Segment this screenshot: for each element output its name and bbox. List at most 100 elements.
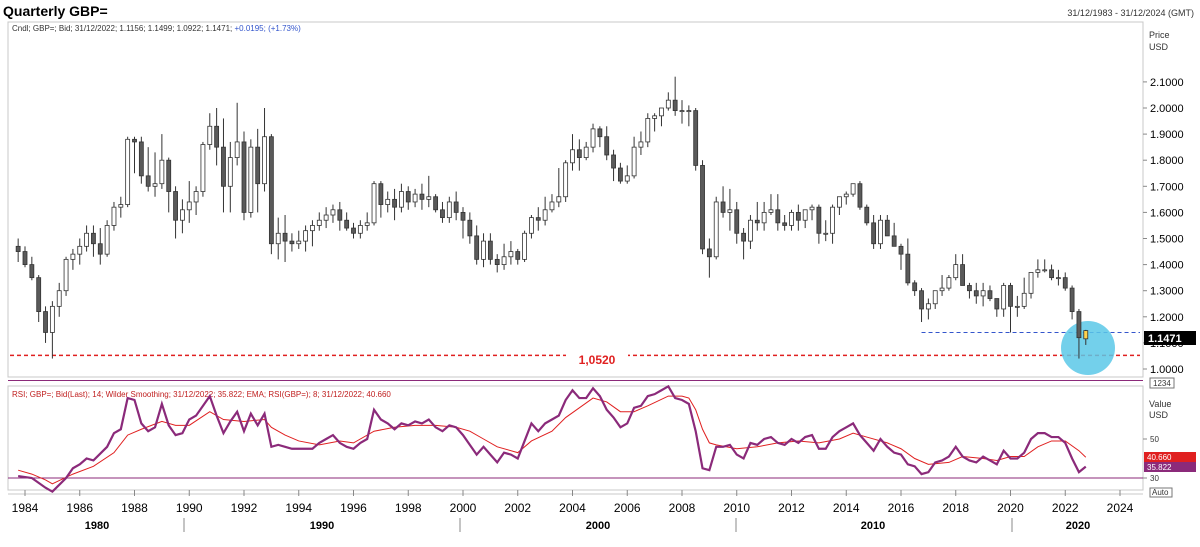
candle-body [679, 110, 685, 113]
candle-body [344, 219, 350, 229]
candle-body [1076, 311, 1082, 339]
candle-body [754, 219, 760, 224]
candle-body [77, 245, 83, 255]
candle-body [138, 141, 144, 177]
candle-body [535, 217, 541, 221]
candle-body [323, 214, 329, 221]
candle-body [248, 146, 254, 213]
price-legend: Cndl; GBP=; Bid; 31/12/2022; 1.1156; 1.1… [12, 24, 301, 33]
candle-body [830, 206, 835, 234]
candle-body [583, 146, 589, 158]
rsi-lines [18, 384, 1087, 494]
ema-line [18, 395, 1087, 485]
x-tick-label: 2000 [450, 501, 477, 515]
candle-body [734, 209, 740, 234]
x-tick-label: 1988 [121, 501, 148, 515]
candle-body [1028, 272, 1034, 294]
candle-body [282, 232, 288, 242]
candle-body [1083, 330, 1089, 340]
price-tick-label: 1.7000 [1150, 181, 1184, 193]
candle-body [1049, 269, 1054, 279]
candle-body [884, 219, 890, 237]
candle-body [953, 264, 959, 279]
candle-body [645, 118, 651, 143]
candle-body [56, 290, 62, 307]
candle-body [816, 206, 822, 234]
candle-body [193, 191, 199, 203]
candle-body [186, 201, 192, 211]
candle-body [453, 201, 459, 213]
candle-body [111, 206, 117, 226]
candle-body [467, 219, 473, 237]
candle-body [549, 201, 555, 211]
candle-body [576, 149, 582, 158]
x-tick-label: 2016 [888, 501, 915, 515]
candle-body [837, 196, 842, 208]
last-price-label: 1.1471 [1148, 333, 1182, 345]
candle-body [843, 193, 849, 198]
candle-body [316, 219, 322, 226]
price-legend-main: Cndl; GBP=; Bid; 31/12/2022; 1.1156; 1.1… [12, 24, 232, 33]
candle-body [337, 209, 343, 221]
candle-body [515, 251, 521, 260]
candle-body [761, 211, 767, 224]
candle-body [741, 232, 746, 242]
candle-body [693, 110, 699, 166]
candle-body [1069, 287, 1075, 312]
candle-body [604, 136, 610, 156]
candle-body [1008, 285, 1013, 307]
candle-body [481, 240, 486, 260]
candle-body [1056, 277, 1061, 280]
candle-body [932, 290, 938, 305]
candle-body [522, 232, 527, 260]
candle-body [433, 196, 439, 211]
candle-body [967, 285, 972, 292]
candle-body [823, 232, 829, 235]
candle-body [809, 206, 815, 211]
candle-body [262, 136, 267, 185]
candle-body [63, 258, 69, 292]
candle-body [357, 225, 363, 234]
candle-body [891, 235, 897, 247]
candle-body [850, 183, 856, 195]
scale-box[interactable] [1149, 377, 1175, 389]
rsi-value-tag [1144, 462, 1196, 472]
candle-body [118, 204, 124, 208]
candle-body [405, 191, 411, 203]
candle-body [399, 191, 404, 208]
candle-body [43, 311, 48, 333]
candle-body [706, 248, 712, 258]
x-decade-label: 2020 [1066, 520, 1090, 532]
x-axis: 1984 1986 1988 1990 1992 1994 1996 1998 2000 2002… [8, 490, 1143, 532]
candle-body [221, 146, 226, 187]
candle-body [748, 219, 753, 242]
price-tick-label: 1.9000 [1150, 129, 1184, 141]
candle-body [227, 157, 233, 187]
candle-body [84, 232, 89, 247]
support-label-bg [566, 353, 628, 367]
auto-scale-box[interactable] [1149, 487, 1173, 498]
candle-body [618, 167, 623, 182]
candle-body [624, 175, 630, 182]
candle-body [727, 209, 733, 213]
x-tick-label: 2014 [833, 501, 860, 515]
candle-body [159, 159, 165, 185]
candle-body [22, 251, 28, 266]
price-axis-unit: USD [1149, 42, 1169, 52]
candle-body [494, 258, 500, 266]
rsi-tick-label: 50 [1150, 435, 1159, 444]
x-decade-label: 1980 [85, 520, 109, 532]
candle-body [775, 209, 781, 224]
candle-body [878, 219, 883, 245]
candle-body [426, 196, 432, 200]
last-price-tag [1144, 331, 1196, 345]
x-tick-label: 2010 [723, 501, 750, 515]
rsi-value-label: 35.822 [1147, 463, 1172, 472]
rsi-axis-title: Value [1149, 399, 1171, 409]
auto-scale-label: Auto [1152, 488, 1169, 497]
candle-body [303, 230, 308, 242]
candle-body [255, 146, 261, 185]
candle-body [631, 146, 637, 177]
candle-body [556, 196, 562, 203]
candle-body [241, 141, 247, 213]
